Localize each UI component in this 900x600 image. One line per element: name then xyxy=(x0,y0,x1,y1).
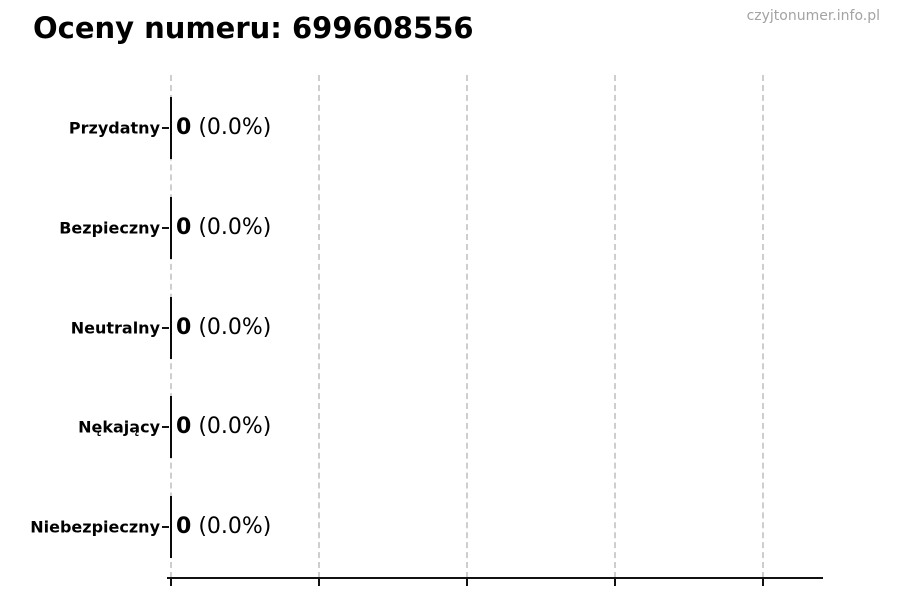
category-label: Przydatny xyxy=(68,118,160,138)
value-annotation: 0 (0.0%) xyxy=(176,414,271,439)
gridline xyxy=(614,75,616,578)
chart-title: Oceny numeru: 699608556 xyxy=(33,11,474,45)
y-axis-tick xyxy=(162,327,169,329)
category-label: Neutralny xyxy=(70,318,160,338)
value-count: 0 xyxy=(176,414,192,439)
value-annotation: 0 (0.0%) xyxy=(176,514,271,539)
x-axis-tick xyxy=(614,579,616,586)
gridline xyxy=(466,75,468,578)
zero-width-bar xyxy=(170,297,172,359)
value-percent: (0.0%) xyxy=(198,315,272,340)
value-count: 0 xyxy=(176,315,192,340)
category-label: Bezpieczny xyxy=(59,218,160,238)
value-percent: (0.0%) xyxy=(198,514,272,539)
watermark-text: czyjtonumer.info.pl xyxy=(746,8,880,24)
value-percent: (0.0%) xyxy=(198,414,272,439)
value-count: 0 xyxy=(176,514,192,539)
x-axis-tick xyxy=(466,579,468,586)
category-label: Niebezpieczny xyxy=(30,517,160,537)
zero-width-bar xyxy=(170,496,172,558)
value-annotation: 0 (0.0%) xyxy=(176,115,271,140)
value-percent: (0.0%) xyxy=(198,215,272,240)
gridline xyxy=(762,75,764,578)
x-axis-line xyxy=(167,577,823,579)
value-count: 0 xyxy=(176,115,192,140)
y-axis-tick xyxy=(162,426,169,428)
x-axis-tick xyxy=(318,579,320,586)
zero-width-bar xyxy=(170,97,172,159)
value-annotation: 0 (0.0%) xyxy=(176,315,271,340)
x-axis-tick xyxy=(762,579,764,586)
value-annotation: 0 (0.0%) xyxy=(176,215,271,240)
value-count: 0 xyxy=(176,215,192,240)
category-label: Nękający xyxy=(78,417,160,437)
y-axis-tick xyxy=(162,526,169,528)
y-axis-tick xyxy=(162,127,169,129)
gridline xyxy=(318,75,320,578)
y-axis-tick xyxy=(162,227,169,229)
value-percent: (0.0%) xyxy=(198,115,272,140)
zero-width-bar xyxy=(170,197,172,259)
zero-width-bar xyxy=(170,396,172,458)
x-axis-tick xyxy=(170,579,172,586)
